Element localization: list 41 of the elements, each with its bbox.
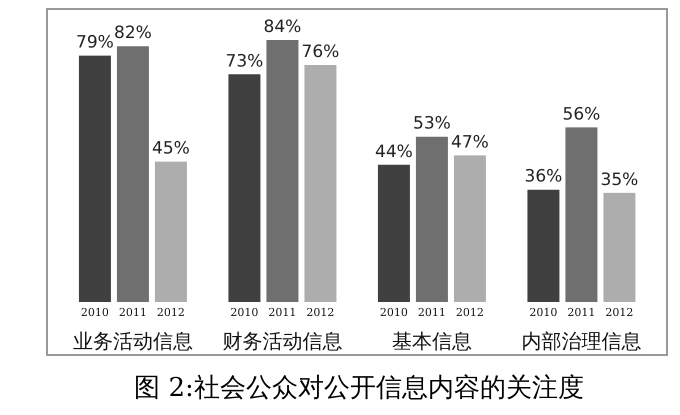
text: 图 2:社会公众对公开信息内容的关注度 <box>133 372 585 405</box>
bar <box>378 164 410 302</box>
bar <box>565 127 598 302</box>
data-label: 45% <box>152 138 190 159</box>
bar <box>154 162 187 302</box>
bar <box>527 190 560 302</box>
x-tick-label: 基本信息 <box>392 329 472 353</box>
bar <box>416 136 448 302</box>
text: 2012 <box>456 306 484 319</box>
bar <box>454 155 486 302</box>
data-label: 82% <box>114 23 152 44</box>
x-tick-label: 财务活动信息 <box>222 329 342 353</box>
data-label: 76% <box>302 42 340 62</box>
bar <box>266 40 298 302</box>
data-label: 47% <box>451 132 489 152</box>
text: 2010 <box>230 306 258 319</box>
data-label: 56% <box>562 104 600 124</box>
data-label: 44% <box>375 142 413 162</box>
text: 2012 <box>605 306 634 319</box>
text: 2011 <box>418 306 446 319</box>
text: 2011 <box>567 306 596 319</box>
series-label: 2010 <box>80 306 109 319</box>
bar <box>304 64 336 302</box>
text: 2010 <box>529 306 558 319</box>
series-label: 2011 <box>118 306 147 319</box>
data-label: 73% <box>226 51 264 72</box>
text: 2011 <box>268 306 296 319</box>
data-label: 79% <box>76 32 114 53</box>
bar <box>78 56 111 302</box>
data-label: 84% <box>264 17 302 37</box>
series-label: 2012 <box>156 306 185 319</box>
x-tick-label: 业务活动信息 <box>72 329 193 353</box>
text: 2012 <box>306 306 334 319</box>
bar <box>603 192 636 302</box>
data-label: 53% <box>413 114 451 134</box>
bar <box>228 74 260 302</box>
text: 2010 <box>380 306 408 319</box>
data-label: 35% <box>600 170 638 190</box>
bar <box>116 46 149 302</box>
x-tick-label: 内部治理信息 <box>521 329 642 353</box>
data-label: 36% <box>524 166 562 187</box>
